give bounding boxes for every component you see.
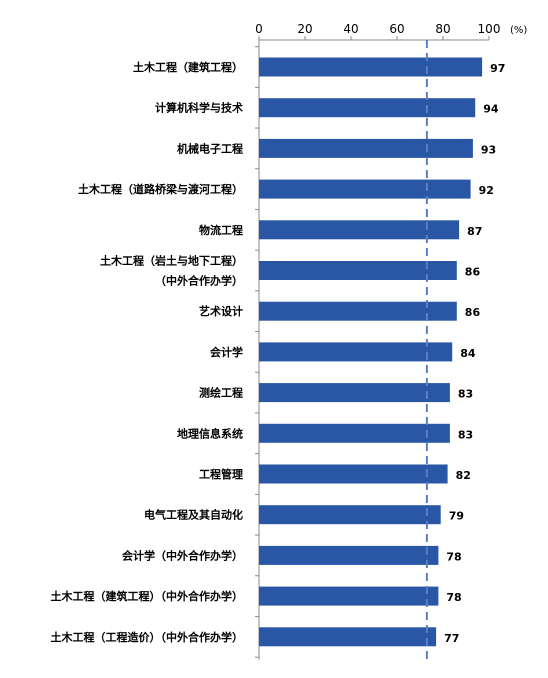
- category-label: 艺术设计: [199, 304, 243, 318]
- value-label: 94: [483, 103, 499, 116]
- unit-label: (%): [510, 25, 527, 36]
- x-tick-label: 60: [389, 22, 404, 36]
- category-label: 机械电子工程: [177, 141, 243, 155]
- category-label: 土木工程（工程造价）（中外合作办学）: [51, 630, 244, 644]
- bar: [259, 627, 437, 647]
- bar: [259, 586, 439, 606]
- value-label: 79: [449, 510, 464, 523]
- bar: [259, 342, 453, 362]
- bar: [259, 138, 473, 158]
- category-label: 土木工程（岩土与地下工程）: [100, 254, 243, 268]
- category-label: 电气工程及其自动化: [144, 508, 243, 522]
- category-label: 土木工程（建筑工程）（中外合作办学）: [51, 589, 244, 603]
- category-label: 工程管理: [199, 467, 243, 481]
- x-axis: 0 20 40 60 80 100 (%): [255, 22, 527, 41]
- category-label: 会计学（中外合作办学）: [122, 548, 243, 562]
- category-label: 测绘工程: [199, 386, 243, 400]
- bar: [259, 505, 441, 525]
- bar: [259, 423, 450, 443]
- value-label: 82: [456, 469, 471, 482]
- category-label: 土木工程（道路桥梁与渡河工程）: [78, 182, 243, 196]
- x-tick-label: 20: [297, 22, 312, 36]
- value-label: 87: [467, 225, 482, 238]
- value-label: 92: [479, 184, 494, 197]
- bar: [259, 301, 457, 321]
- bar: [259, 179, 471, 199]
- value-label: 86: [465, 306, 481, 319]
- value-label: 83: [458, 388, 473, 401]
- value-label: 77: [444, 632, 459, 645]
- value-label: 93: [481, 143, 496, 156]
- bar: [259, 261, 457, 280]
- value-label: 78: [446, 591, 461, 604]
- value-label: 78: [446, 550, 461, 563]
- bars: [259, 57, 483, 647]
- bar: [259, 464, 448, 484]
- value-label: 86: [465, 266, 481, 279]
- bar: [259, 545, 439, 565]
- bar: [259, 220, 460, 240]
- value-labels: 97 94 93 92 87 86 86 84 83 83 82 79 78 78 77: [444, 62, 505, 645]
- x-tick-label: 40: [343, 22, 358, 36]
- category-label: 地理信息系统: [177, 426, 243, 440]
- value-label: 97: [490, 62, 505, 75]
- y-axis-ticks: [255, 46, 259, 658]
- value-label: 83: [458, 428, 473, 441]
- x-tick-label: 0: [255, 22, 263, 36]
- category-label: 计算机科学与技术: [155, 101, 243, 115]
- x-axis-ticks: 0 20 40 60 80 100: [255, 22, 500, 40]
- category-label: 土木工程（建筑工程）: [133, 60, 243, 74]
- category-label: 物流工程: [199, 223, 243, 237]
- category-label: （中外合作办学）: [155, 274, 243, 288]
- x-tick-label: 80: [435, 22, 450, 36]
- bar: [259, 383, 450, 403]
- bar: [259, 98, 476, 118]
- value-label: 84: [460, 347, 476, 360]
- category-label: 会计学: [210, 345, 243, 359]
- bar: [259, 57, 483, 77]
- x-tick-label: 100: [478, 22, 501, 36]
